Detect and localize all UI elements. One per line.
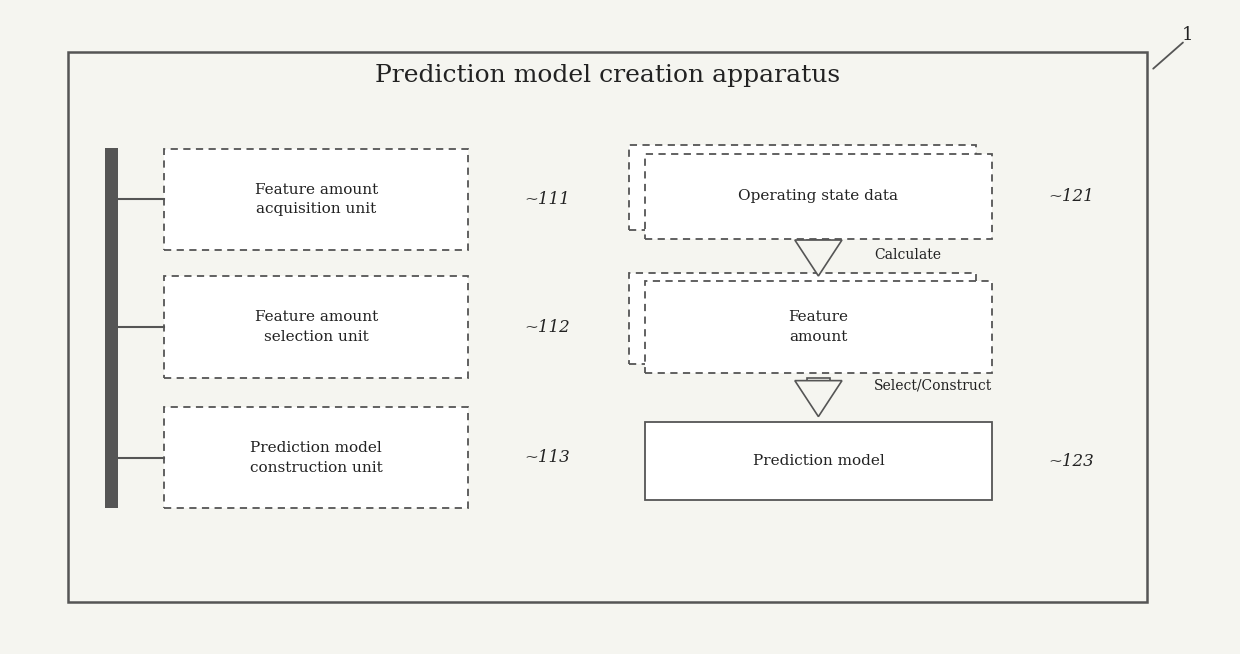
Bar: [807, 378, 830, 381]
Text: ~123: ~123: [1048, 453, 1094, 470]
Bar: [68, 52, 1147, 602]
Text: Calculate: Calculate: [874, 248, 941, 262]
Polygon shape: [795, 381, 842, 417]
Text: Feature
amount: Feature amount: [789, 310, 848, 344]
Polygon shape: [795, 240, 842, 276]
Bar: [807, 240, 830, 244]
Text: Prediction model creation apparatus: Prediction model creation apparatus: [374, 63, 841, 87]
Text: Feature amount
acquisition unit: Feature amount acquisition unit: [254, 182, 378, 216]
Text: ~113: ~113: [523, 449, 569, 466]
Text: ~112: ~112: [523, 318, 569, 336]
Text: Feature amount
selection unit: Feature amount selection unit: [254, 310, 378, 344]
Bar: [629, 273, 976, 364]
Bar: [164, 149, 469, 250]
Text: ~121: ~121: [1048, 188, 1094, 205]
Text: 1: 1: [1182, 26, 1194, 44]
Bar: [105, 148, 118, 508]
Bar: [629, 145, 976, 230]
Bar: [645, 154, 992, 239]
Bar: [645, 281, 992, 373]
Bar: [164, 276, 469, 378]
Text: Prediction model
construction unit: Prediction model construction unit: [249, 441, 383, 475]
Text: Prediction model: Prediction model: [753, 454, 884, 468]
Bar: [645, 422, 992, 500]
Text: Select/Construct: Select/Construct: [874, 379, 992, 393]
Text: ~111: ~111: [523, 191, 569, 208]
Text: Operating state data: Operating state data: [738, 189, 899, 203]
Bar: [164, 407, 469, 509]
